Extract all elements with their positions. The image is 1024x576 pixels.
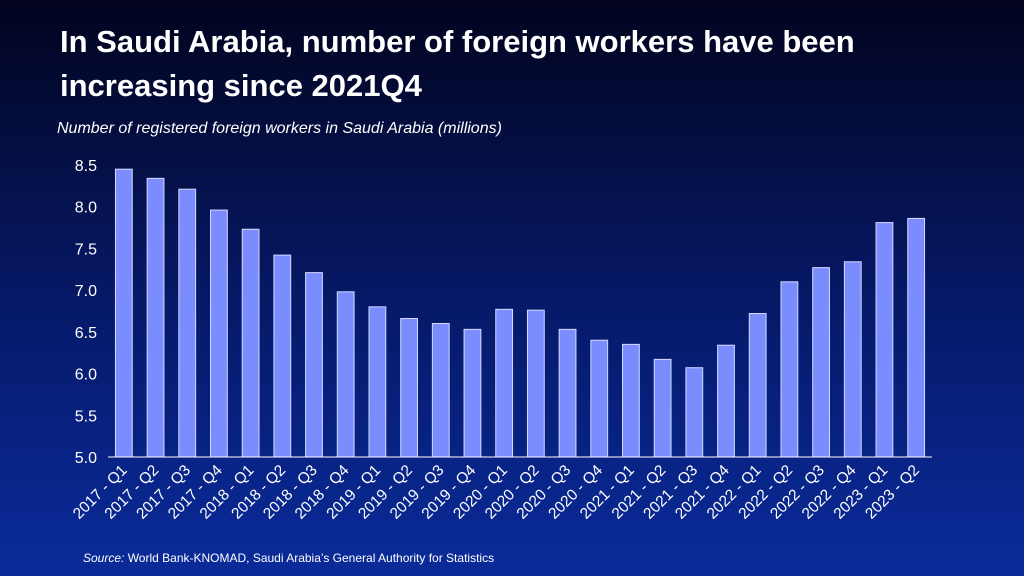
bar [273,254,292,458]
y-tick-label: 7.5 [75,241,97,258]
y-tick-label: 6.5 [75,325,97,342]
bar [463,328,482,458]
bar [685,367,704,458]
bar [336,291,355,458]
bar [907,217,926,458]
bar [241,228,260,458]
y-tick-label: 5.5 [75,408,97,425]
y-axis-ticks: 5.0 5.5 6.0 6.5 7.0 7.5 8.0 8.5 [75,158,97,467]
bars [114,168,926,458]
bar [875,222,894,458]
source-text: World Bank-KNOMAD, Saudi Arabia’s Genera… [124,551,495,565]
bar [717,344,735,458]
bar [368,306,387,458]
source-label: Source: [83,551,125,565]
bar [431,323,450,458]
chart-title: In Saudi Arabia, number of foreign worke… [60,24,855,103]
y-tick-label: 8.5 [75,158,97,175]
chart-subtitle: Number of registered foreign workers in … [57,120,502,137]
bar [305,272,323,458]
y-tick-label: 7.0 [75,283,97,300]
bar [210,209,228,458]
bar [780,281,799,458]
bar [178,188,197,458]
bar [748,313,767,458]
y-tick-label: 5.0 [75,450,97,467]
bar [114,168,133,458]
bar [526,309,545,458]
bar [558,328,577,458]
bar [400,318,418,458]
bar [843,261,862,458]
y-tick-label: 8.0 [75,200,97,217]
bar [812,267,830,458]
source-note: Source: World Bank-KNOMAD, Saudi Arabia’… [83,551,494,565]
bar [590,339,609,458]
y-tick-label: 6.0 [75,367,97,384]
bar [146,177,165,458]
bar [653,358,672,458]
bar [495,308,514,458]
bar [622,343,640,458]
